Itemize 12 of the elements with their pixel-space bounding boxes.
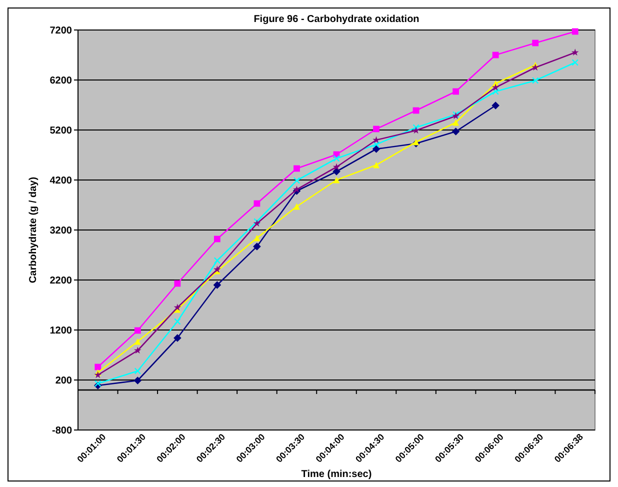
y-axis-title: Carbohydrate (g / day): [28, 176, 39, 284]
x-axis-title: Time (min:sec): [301, 469, 372, 480]
y-tick-label: 3200: [50, 226, 72, 236]
y-tick-label: 7200: [50, 26, 72, 36]
y-tick-label: 200: [55, 376, 72, 386]
y-tick-label: 5200: [50, 126, 72, 136]
y-tick-label: 6200: [50, 76, 72, 86]
y-tick-label: 1200: [50, 326, 72, 336]
chart-title: Figure 96 - Carbohydrate oxidation: [254, 14, 420, 25]
y-tick-label: 4200: [50, 176, 72, 186]
y-tick-label: 2200: [50, 276, 72, 286]
y-tick-label: -800: [52, 426, 72, 436]
